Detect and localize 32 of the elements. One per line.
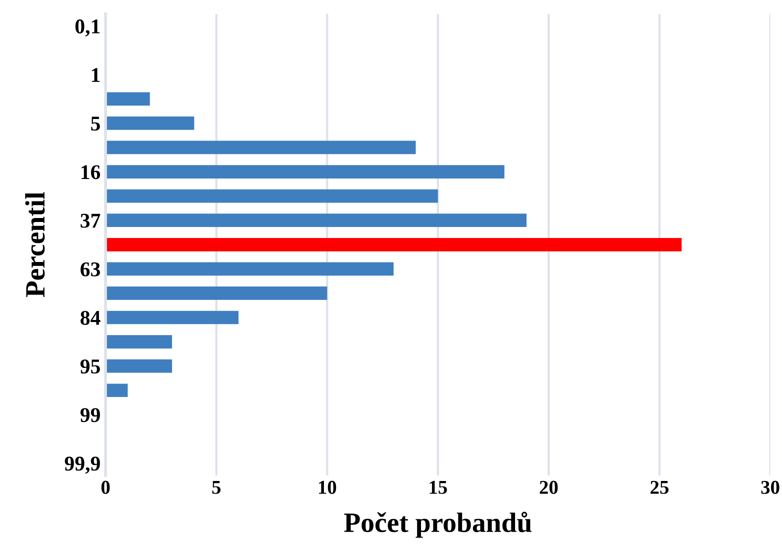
bar [106, 189, 438, 203]
bar [106, 384, 128, 398]
x-tick-label: 20 [540, 480, 558, 494]
bar [106, 214, 527, 228]
bar [106, 92, 150, 106]
y-tick-label: 99 [80, 408, 100, 422]
y-tick-label: 84 [80, 310, 100, 325]
y-tick-label: 5 [91, 116, 100, 131]
bar [106, 335, 172, 348]
bar [106, 286, 328, 300]
bar [106, 238, 682, 252]
y-tick-label: 95 [80, 360, 100, 374]
x-tick-label: 5 [212, 481, 221, 494]
y-tick-label: 63 [80, 262, 100, 276]
y-tick-label: 0,1 [75, 19, 100, 36]
x-axis-title: Počet probandů [344, 512, 532, 538]
x-tick-label: 30 [761, 480, 780, 494]
x-tick-label: 10 [318, 480, 336, 494]
x-tick-label: 0 [101, 480, 110, 494]
bar [106, 310, 239, 324]
y-tick-label: 99,9 [64, 456, 100, 474]
x-tick-label: 15 [430, 480, 447, 494]
bar [106, 359, 172, 373]
x-tick-label: 25 [650, 480, 668, 494]
y-tick-label: 16 [82, 165, 100, 180]
bar [106, 140, 416, 154]
bar [106, 165, 504, 178]
bar [106, 262, 394, 276]
y-tick-label: 37 [80, 214, 100, 228]
y-axis-title: Percentil [25, 192, 45, 298]
bar [106, 116, 194, 130]
y-tick-label: 1 [92, 68, 100, 82]
